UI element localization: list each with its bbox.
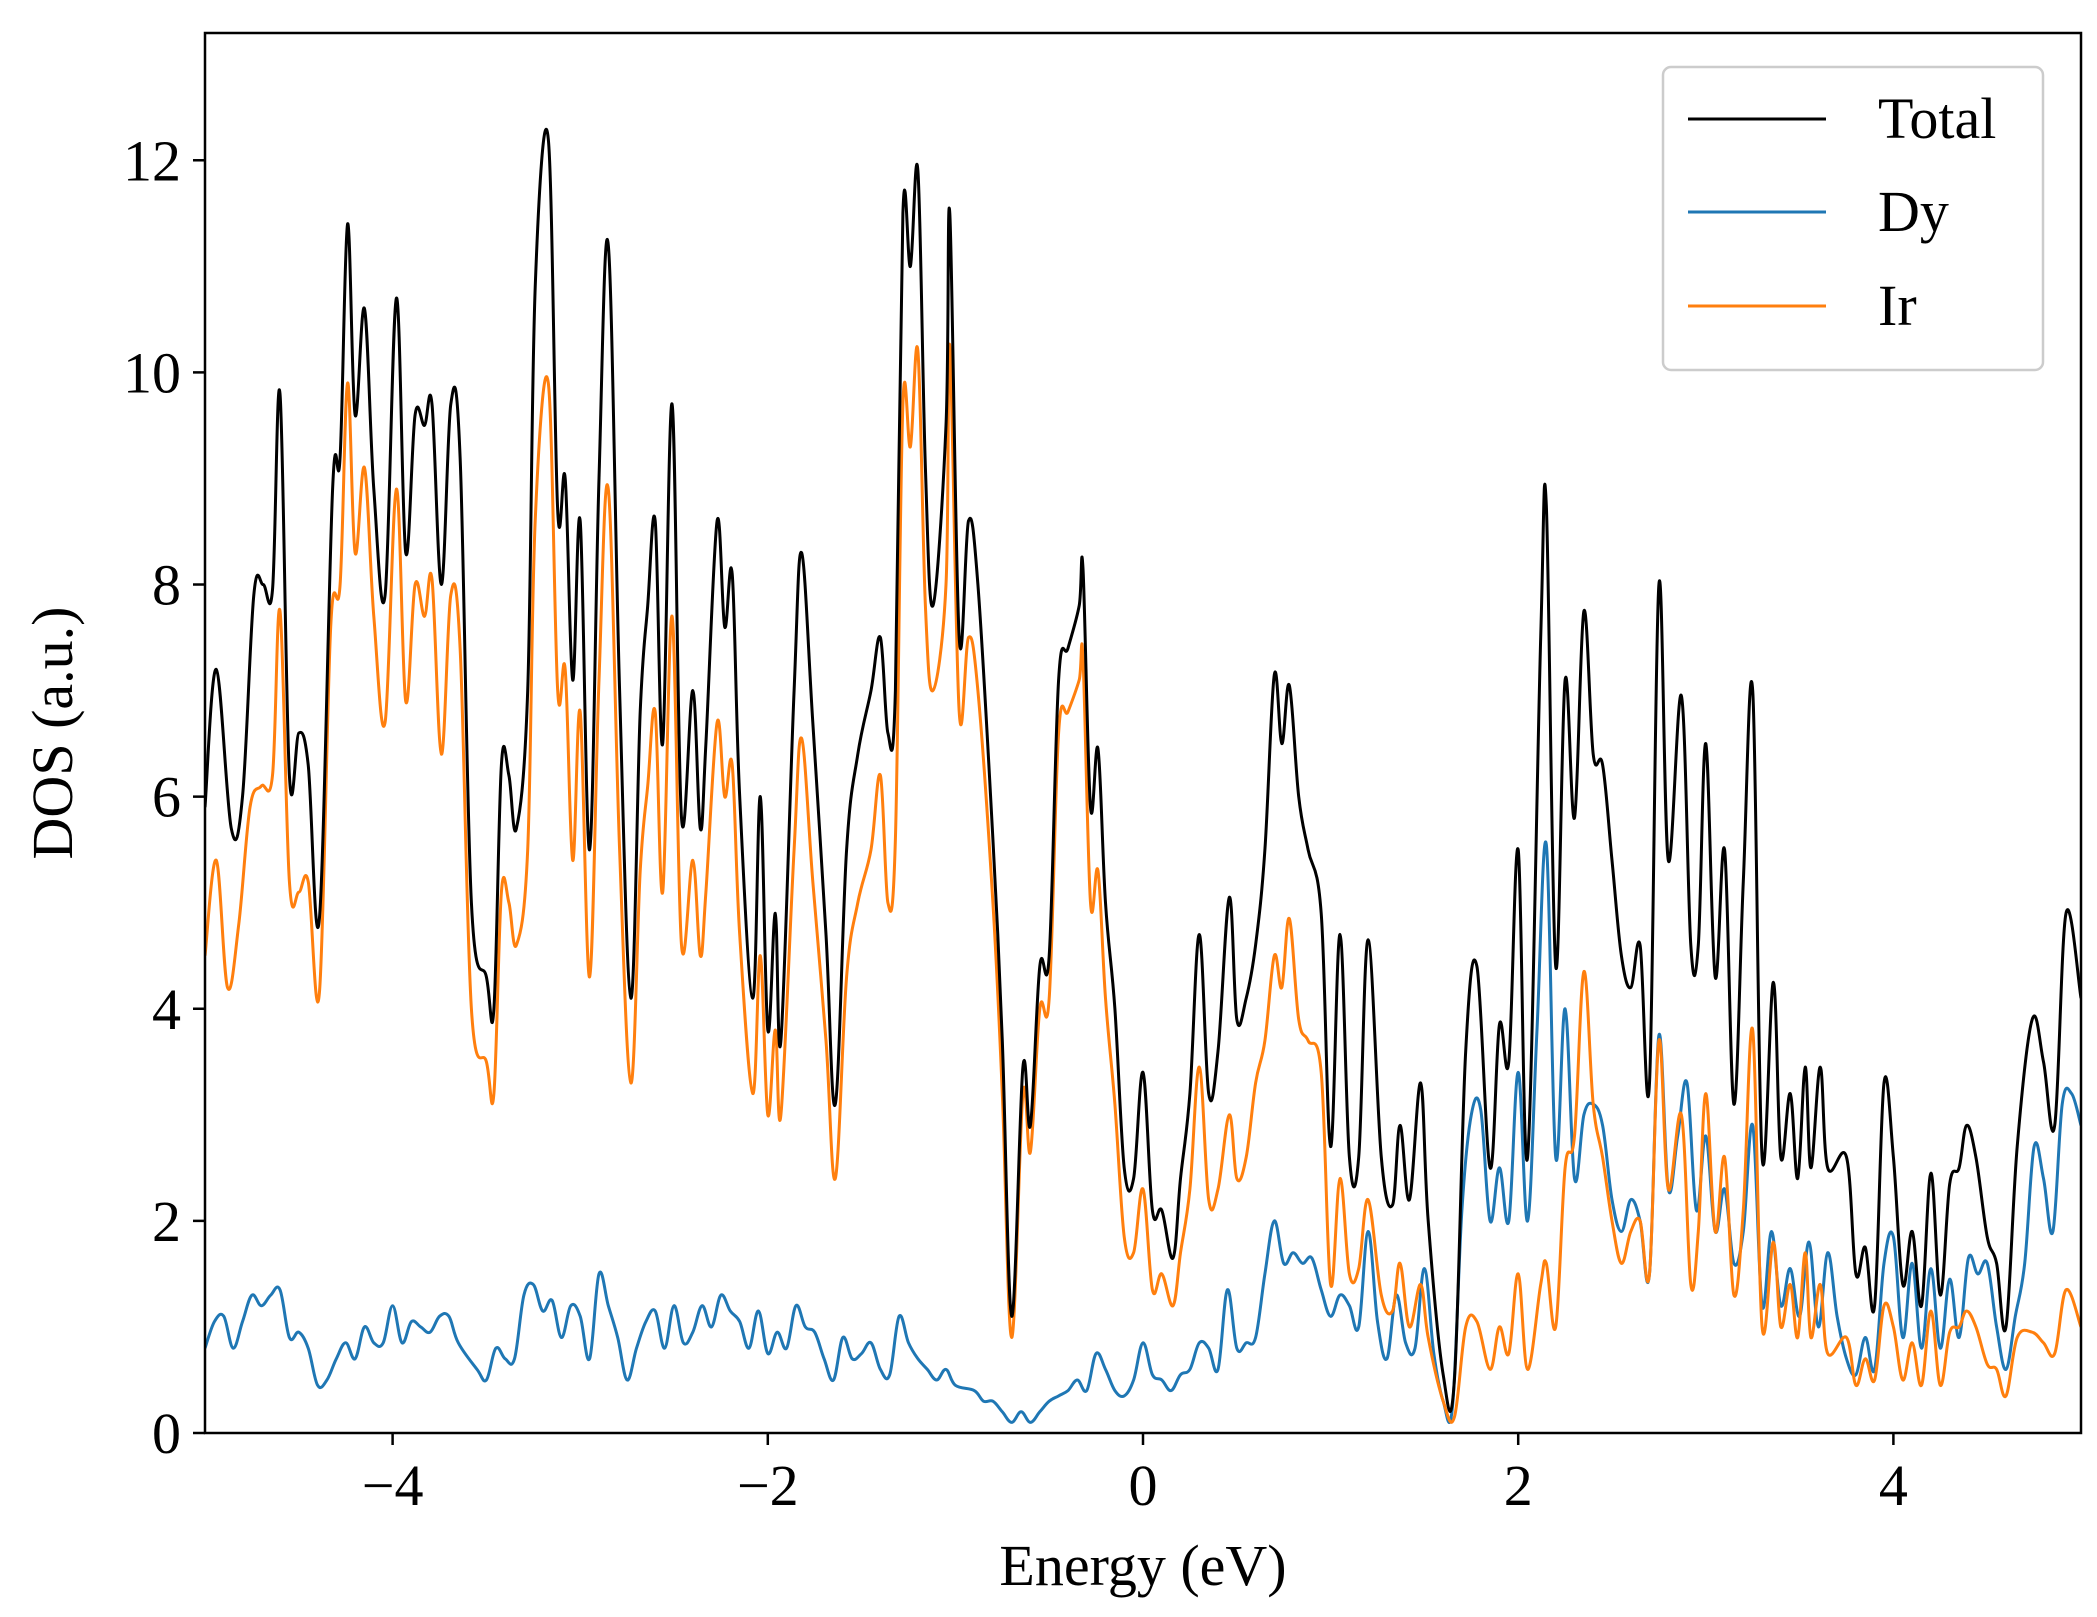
x-tick-label: −4 bbox=[362, 1453, 424, 1518]
series-layer bbox=[205, 127, 2081, 1424]
y-tick-label: 0 bbox=[152, 1401, 181, 1466]
legend-entry-dy: Dy bbox=[1688, 179, 1949, 244]
legend-label-dy: Dy bbox=[1878, 179, 1949, 244]
x-axis-label: Energy (eV) bbox=[999, 1533, 1286, 1598]
x-tick-label: 4 bbox=[1879, 1453, 1908, 1518]
y-tick-label: 8 bbox=[152, 553, 181, 618]
x-tick-label: 0 bbox=[1129, 1453, 1158, 1518]
x-tick-label: −2 bbox=[737, 1453, 799, 1518]
series-line-ir bbox=[205, 342, 2081, 1424]
y-tick-label: 6 bbox=[152, 765, 181, 830]
legend-entry-ir: Ir bbox=[1688, 273, 1917, 338]
y-tick-label: 4 bbox=[152, 977, 181, 1042]
y-tick-label: 10 bbox=[123, 340, 181, 405]
legend: Total Dy Ir bbox=[1661, 65, 2045, 372]
y-tick-label: 12 bbox=[123, 128, 181, 193]
legend-label-ir: Ir bbox=[1878, 273, 1917, 338]
series-line-total bbox=[205, 127, 2081, 1413]
y-tick-label: 2 bbox=[152, 1189, 181, 1254]
axes-layer: −4 −2 0 2 4 0 2 4 6 8 10 12 bbox=[123, 31, 2083, 1518]
legend-label-total: Total bbox=[1878, 86, 1996, 151]
legend-entry-total: Total bbox=[1688, 86, 1996, 151]
legend-frame bbox=[1661, 65, 2045, 372]
x-tick-label: 2 bbox=[1504, 1453, 1533, 1518]
y-axis-label: DOS (a.u.) bbox=[20, 607, 85, 860]
